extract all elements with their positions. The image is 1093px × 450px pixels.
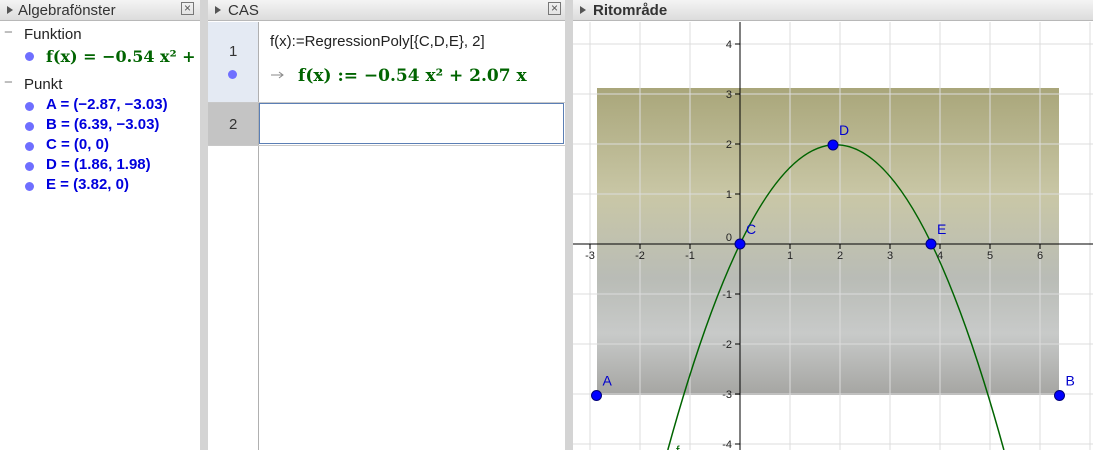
point[interactable] xyxy=(827,139,839,151)
curve-label: f xyxy=(676,443,680,450)
collapse-toggle: − xyxy=(4,74,13,91)
point-label: D xyxy=(839,122,849,138)
x-tick-label: -1 xyxy=(685,250,695,262)
row-number-cell xyxy=(208,22,258,102)
column-divider xyxy=(258,22,259,450)
cas-panel: CAS × 1 2 f(x):=RegressionPoly[{C,D,E}, … xyxy=(208,0,565,450)
collapse-toggle: − xyxy=(4,24,13,41)
visibility-dot[interactable] xyxy=(25,182,34,191)
y-tick-label: -2 xyxy=(722,339,732,351)
x-tick-label: -3 xyxy=(585,250,595,262)
x-tick-label: -2 xyxy=(635,250,645,262)
point[interactable] xyxy=(1054,390,1065,401)
x-tick-label: 4 xyxy=(937,250,943,262)
y-tick-label: 3 xyxy=(726,89,732,101)
cas-header: CAS xyxy=(208,0,565,21)
point[interactable] xyxy=(734,238,746,250)
row-number: 2 xyxy=(229,116,238,133)
y-tick-label: 4 xyxy=(726,39,732,51)
point-entry: C = (0, 0) xyxy=(46,136,109,153)
close-button[interactable]: × xyxy=(548,2,561,15)
point-entry: E = (3.82, 0) xyxy=(46,176,129,193)
visibility-dot[interactable] xyxy=(25,142,34,151)
x-tick-label: 2 xyxy=(837,250,843,262)
group-title: Punkt xyxy=(24,76,63,93)
graphics-header: Ritområde xyxy=(573,0,1093,21)
x-tick-label: 1 xyxy=(787,250,793,262)
x-tick-label: 5 xyxy=(987,250,993,262)
point-label: C xyxy=(746,221,756,237)
algebra-panel: Algebrafönster × − Funktion f(x) = −0.54 x… xyxy=(0,0,200,450)
point-entry: B = (6.39, −3.03) xyxy=(46,116,160,133)
row-number-cell xyxy=(208,102,258,145)
point-entry: A = (−2.87, −3.03) xyxy=(46,96,168,113)
point[interactable] xyxy=(591,390,602,401)
point-entry: D = (1.86, 1.98) xyxy=(46,156,151,173)
point[interactable] xyxy=(925,238,937,250)
visibility-dot[interactable] xyxy=(25,162,34,171)
algebra-header: Algebrafönster xyxy=(0,0,200,21)
close-button[interactable]: × xyxy=(181,2,194,15)
point-label: B xyxy=(1066,373,1075,389)
cas-input[interactable] xyxy=(259,103,564,144)
visibility-dot[interactable] xyxy=(25,122,34,131)
row-divider xyxy=(208,145,565,146)
y-tick-label: 2 xyxy=(726,139,732,151)
visibility-dot[interactable] xyxy=(25,102,34,111)
function-entry: f(x) = −0.54 x² + xyxy=(46,47,196,66)
y-tick-label: -1 xyxy=(722,289,732,301)
group-title: Funktion xyxy=(24,26,82,43)
y-tick-label: 1 xyxy=(726,189,732,201)
point-label: E xyxy=(937,221,946,237)
graphics-view: f -3 -2 -1 1 2 3 4 5 6 4 3 2 1 -1 -2 -3 -4 0 A B C D E xyxy=(573,22,1093,450)
x-tick-label: 6 xyxy=(1037,250,1043,262)
cas-input[interactable]: f(x):=RegressionPoly[{C,D,E}, 2] xyxy=(270,33,485,50)
y-tick-label: -4 xyxy=(722,439,732,450)
row-divider xyxy=(208,102,565,103)
origin-label: 0 xyxy=(726,232,732,244)
x-tick-label: 3 xyxy=(887,250,893,262)
row-number: 1 xyxy=(229,43,238,60)
visibility-dot[interactable] xyxy=(25,52,34,61)
y-tick-label: -3 xyxy=(722,389,732,401)
point-label: A xyxy=(603,373,613,389)
cas-output: f(x) := −0.54 x² + 2.07 x xyxy=(298,66,527,86)
output-arrow xyxy=(271,71,284,79)
